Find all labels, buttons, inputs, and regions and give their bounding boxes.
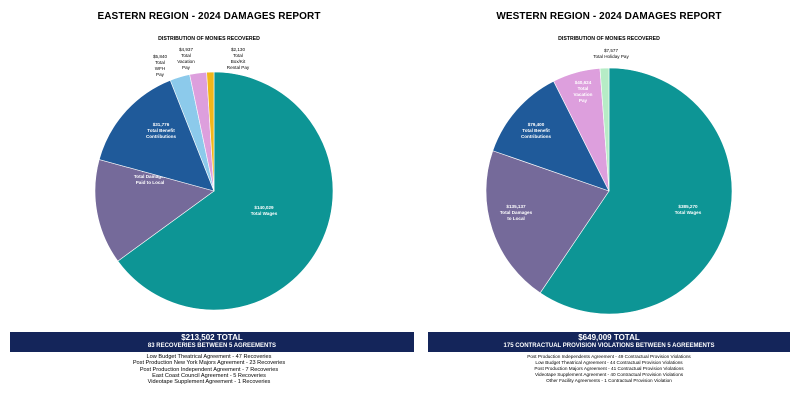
slice-label: $5,840	[153, 54, 167, 59]
pie-slice	[539, 67, 733, 315]
slice-label: Pay	[579, 98, 588, 103]
slice-label: $79,400	[528, 122, 545, 127]
summary-banner: $649,009 TOTAL 175 CONTRACTUAL PROVISION…	[428, 332, 790, 352]
chart-title: DISTRIBUTION OF MONIES RECOVERED	[158, 36, 260, 42]
slice-label: Total	[578, 86, 589, 91]
pie-slice	[599, 67, 610, 192]
slice-label: Total Benefit	[522, 128, 550, 133]
summary-banner: $213,502 TOTAL 83 RECOVERIES BETWEEN 5 A…	[10, 332, 414, 352]
agreement-item: Low Budget Theatrical Agreement - 44 Con…	[535, 360, 683, 365]
slice-label: Vacation	[177, 59, 195, 64]
slice-label: WFH	[155, 66, 165, 71]
agreement-list: Low Budget Theatrical Agreement - 47 Rec…	[0, 354, 418, 385]
total-amount: $213,502 TOTAL	[181, 333, 243, 342]
agreement-item: Post Production Majors Agreement - 41 Co…	[534, 366, 684, 371]
agreement-item: Other Facility Agreements - 1 Contractua…	[546, 378, 672, 383]
pie-slice	[485, 150, 610, 294]
total-amount: $649,009 TOTAL	[578, 333, 640, 342]
pie-slice	[94, 159, 215, 262]
slice-label: Total Damages	[500, 210, 533, 215]
slice-label: $2,130	[231, 47, 245, 52]
pie-slice	[117, 71, 334, 311]
slice-label: $40,624	[575, 80, 592, 85]
chart-title: DISTRIBUTION OF MONIES RECOVERED	[558, 36, 660, 42]
slice-label: Total Wages	[675, 210, 702, 215]
report-title: EASTERN REGION - 2024 DAMAGES REPORT	[97, 11, 321, 22]
summary-subtitle: 83 RECOVERIES BETWEEN 5 AGREEMENTS	[147, 343, 277, 349]
slice-label: Total Damages	[134, 174, 167, 179]
slice-label: Pay	[182, 65, 191, 70]
slice-label: $385,270	[678, 204, 698, 209]
pie-slice	[206, 71, 215, 192]
pie-slice	[98, 79, 215, 192]
slice-label: Total	[233, 53, 243, 58]
agreement-item: Post Production Independents Agreement -…	[527, 354, 691, 359]
agreement-list: Post Production Independents Agreement -…	[418, 354, 800, 384]
slice-label: Paid to Local	[136, 180, 165, 185]
pie-slice	[492, 80, 610, 192]
slice-label: Contributions	[521, 134, 552, 139]
slice-label: Total	[181, 53, 191, 58]
slice-label: Total Wages	[251, 211, 278, 216]
agreement-item: East Coast Council Agreement - 5 Recover…	[152, 372, 266, 379]
summary-subtitle: 175 CONTRACTUAL PROVISION VIOLATIONS BET…	[503, 343, 715, 349]
agreement-item: Videotape Supplement Agreement - 1 Recov…	[147, 379, 271, 386]
report-title: WESTERN REGION - 2024 DAMAGES REPORT	[496, 11, 722, 22]
slice-label: $140,029	[254, 205, 274, 210]
slice-label: Total	[155, 60, 165, 65]
agreement-item: Low Budget Theatrical Agreement - 47 Rec…	[146, 354, 272, 360]
slice-label: $4,937	[179, 47, 193, 52]
slice-label: to Local	[507, 216, 525, 221]
agreement-item: Post Production New York Majors Agreemen…	[132, 360, 286, 367]
western-region-panel: WESTERN REGION - 2024 DAMAGES REPORT DIS…	[418, 0, 800, 400]
slice-label: Contributions	[146, 134, 177, 139]
eastern-region-panel: EASTERN REGION - 2024 DAMAGES REPORT DIS…	[0, 11, 418, 385]
agreement-item: Videotape Supplement Agreement - 40 Cont…	[534, 372, 684, 377]
slice-label: Total Holiday Pay	[593, 54, 629, 59]
slice-label: $31,776	[153, 122, 170, 127]
slice-label: Pay	[156, 72, 165, 77]
agreement-item: Post Production Independent Agreement - …	[139, 366, 279, 373]
slice-label: Total Benefit	[147, 128, 175, 133]
slice-label: $135,137	[506, 204, 526, 209]
slice-label: Box/Kit	[231, 59, 246, 64]
slice-label: Vacation	[574, 92, 593, 97]
slice-label: Rental Pay	[227, 65, 250, 70]
slice-label: $7,577	[604, 48, 618, 53]
